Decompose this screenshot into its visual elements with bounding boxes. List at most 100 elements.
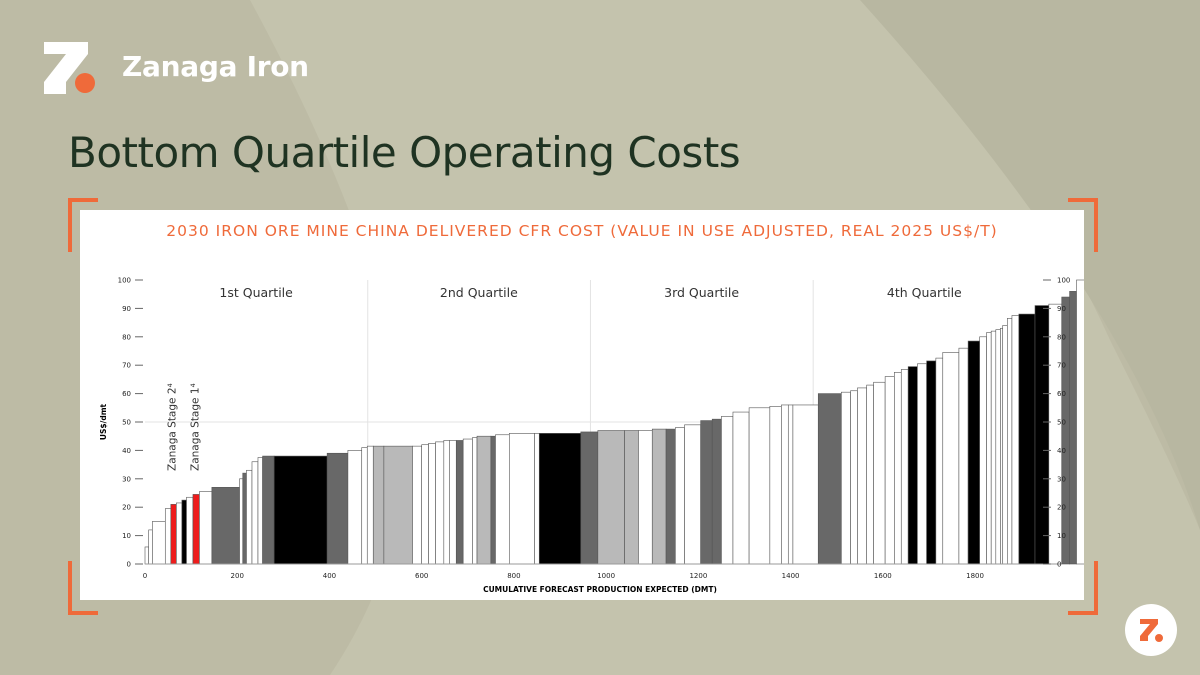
cost-curve-bar-31 — [455, 440, 464, 565]
cost-curve-bar-53 — [769, 406, 782, 565]
cost-curve-bar-2 — [148, 529, 153, 565]
y-tick-label-left-50: 50 — [122, 419, 131, 427]
y-tick-label-left-10: 10 — [122, 532, 131, 540]
x-tick-label-200: 200 — [231, 572, 244, 580]
cost-curve-bar-29 — [443, 440, 450, 565]
cost-curve-bar-82 — [1034, 305, 1050, 565]
y-tick-label-right-90: 90 — [1057, 305, 1066, 313]
y-tick-label-right-20: 20 — [1057, 504, 1066, 512]
cost-curve-bar-60 — [857, 387, 867, 565]
cost-curve-bar-37 — [509, 433, 535, 565]
cost-curve-bar-46 — [675, 427, 685, 565]
cost-curve-bar-17 — [262, 455, 275, 565]
cost-curve-bar-69 — [935, 357, 944, 565]
chart-title: 2030 IRON ORE MINE CHINA DELIVERED CFR C… — [166, 222, 998, 240]
cost-curve-bar-14 — [246, 469, 253, 565]
cost-curve-bar-22 — [366, 445, 374, 565]
cost-curve-bar-50 — [721, 416, 734, 565]
x-axis-label: CUMULATIVE FORECAST PRODUCTION EXPECTED … — [483, 585, 717, 594]
cost-curve-bar-3 — [152, 521, 166, 565]
frame-corner-top-right — [1068, 198, 1098, 252]
chart-panel: 2030 IRON ORE MINE CHINA DELIVERED CFR C… — [80, 210, 1084, 600]
page-title: Bottom Quartile Operating Costs — [68, 128, 741, 177]
cost-curve-bar-21 — [361, 447, 368, 565]
x-tick-label-1400: 1400 — [782, 572, 800, 580]
cost-curve-bar-8 — [186, 496, 194, 565]
cost-curve-bar-74 — [986, 332, 992, 565]
cost-curve-bar-52 — [748, 407, 771, 565]
cost-curve-bar-43 — [638, 430, 653, 565]
cost-curve-bar-51 — [732, 411, 750, 565]
cost-curve-bar-11 — [211, 487, 240, 565]
cost-curve-bar-56 — [792, 404, 819, 565]
cost-curve-bar-63 — [884, 376, 895, 565]
cost-curve-bar-44 — [651, 428, 667, 565]
y-tick-label-right-0: 0 — [1057, 561, 1061, 569]
x-tick-label-400: 400 — [323, 572, 336, 580]
cost-curve-bar-41 — [597, 430, 625, 565]
x-tick-label-1600: 1600 — [874, 572, 892, 580]
cost-curve-bar-6 — [176, 502, 183, 565]
cost-curve-bar-25 — [412, 445, 422, 565]
cost-curve-bar-73 — [979, 336, 987, 565]
y-tick-label-right-50: 50 — [1057, 419, 1066, 427]
cost-curve-bar-13 — [242, 472, 247, 565]
zanaga-z-badge-icon — [1140, 619, 1163, 642]
cost-curve-bar-48 — [700, 420, 713, 565]
cost-curve-bar-10 — [199, 491, 213, 565]
cost-curve-bar-76 — [995, 329, 1001, 565]
cost-curve-bar-55 — [787, 404, 794, 565]
frame-corner-bottom-right — [1068, 561, 1098, 615]
quartile-label-4: 4th Quartile — [887, 285, 962, 300]
cost-curve-bar-57 — [817, 393, 842, 565]
cost-curve-bar-78 — [1002, 325, 1008, 565]
y-axis-label: US$/dmt — [99, 403, 108, 440]
cost-curve-chart: 0 0 10 10 20 20 30 30 40 40 50 50 60 60 70 70 80 80 90 90 10… — [99, 277, 1084, 594]
cost-curve-bar-36 — [495, 434, 510, 565]
cost-curve-bar-24 — [383, 445, 413, 565]
cost-curve-bar-59 — [850, 390, 858, 565]
cost-curve-bar-42 — [624, 430, 639, 565]
y-tick-label-left-90: 90 — [122, 305, 131, 313]
y-tick-label-right-40: 40 — [1057, 447, 1066, 455]
cost-curve-bar-27 — [428, 443, 436, 565]
cost-curve-bar-4 — [164, 508, 172, 565]
cost-curve-bar-16 — [257, 457, 263, 565]
cost-curve-bar-20 — [347, 450, 363, 565]
y-tick-label-right-100: 100 — [1057, 277, 1070, 285]
x-tick-label-1000: 1000 — [597, 572, 615, 580]
annotation-zanaga-stage-1: Zanaga Stage 2⁴ — [167, 383, 179, 471]
cost-curve-bar-26 — [421, 444, 429, 565]
cost-curve-bar-85 — [1069, 291, 1077, 565]
cost-curve-bar-80 — [1011, 315, 1020, 565]
cost-curve-bar-66 — [907, 366, 918, 565]
y-tick-label-left-80: 80 — [122, 333, 131, 341]
cost-curve-bar-33 — [472, 437, 478, 565]
y-tick-label-left-100: 100 — [118, 277, 131, 285]
x-tick-label-0: 0 — [143, 572, 147, 580]
y-tick-label-left-60: 60 — [122, 390, 131, 398]
annotation-zanaga-stage-2: Zanaga Stage 1⁴ — [190, 383, 202, 471]
cost-curve-bar-45 — [665, 428, 676, 565]
cost-curve-bar-5 — [170, 504, 177, 565]
cost-curve-bar-83 — [1048, 303, 1063, 565]
y-tick-label-left-30: 30 — [122, 475, 131, 483]
quartile-label-2: 2nd Quartile — [440, 285, 518, 300]
y-tick-label-right-30: 30 — [1057, 475, 1066, 483]
cost-curve-bar-47 — [684, 424, 701, 565]
cost-curve-bar-86 — [1076, 279, 1084, 565]
y-tick-label-left-70: 70 — [122, 362, 131, 370]
cost-curve-bar-23 — [372, 445, 385, 565]
y-tick-label-right-80: 80 — [1057, 333, 1066, 341]
cost-curve-bar-70 — [942, 352, 960, 565]
quartile-label-1: 1st Quartile — [219, 285, 293, 300]
zanaga-z-logo-icon — [44, 42, 95, 94]
cost-curve-bar-65 — [900, 369, 909, 565]
y-tick-label-left-0: 0 — [127, 561, 131, 569]
cost-curve-bar-28 — [435, 441, 445, 565]
cost-curve-bar-40 — [580, 431, 599, 565]
cost-curve-bar-81 — [1018, 313, 1036, 565]
cost-curve-bar-38 — [534, 433, 540, 565]
cost-curve-bar-75 — [990, 330, 997, 565]
y-tick-label-left-20: 20 — [122, 504, 131, 512]
